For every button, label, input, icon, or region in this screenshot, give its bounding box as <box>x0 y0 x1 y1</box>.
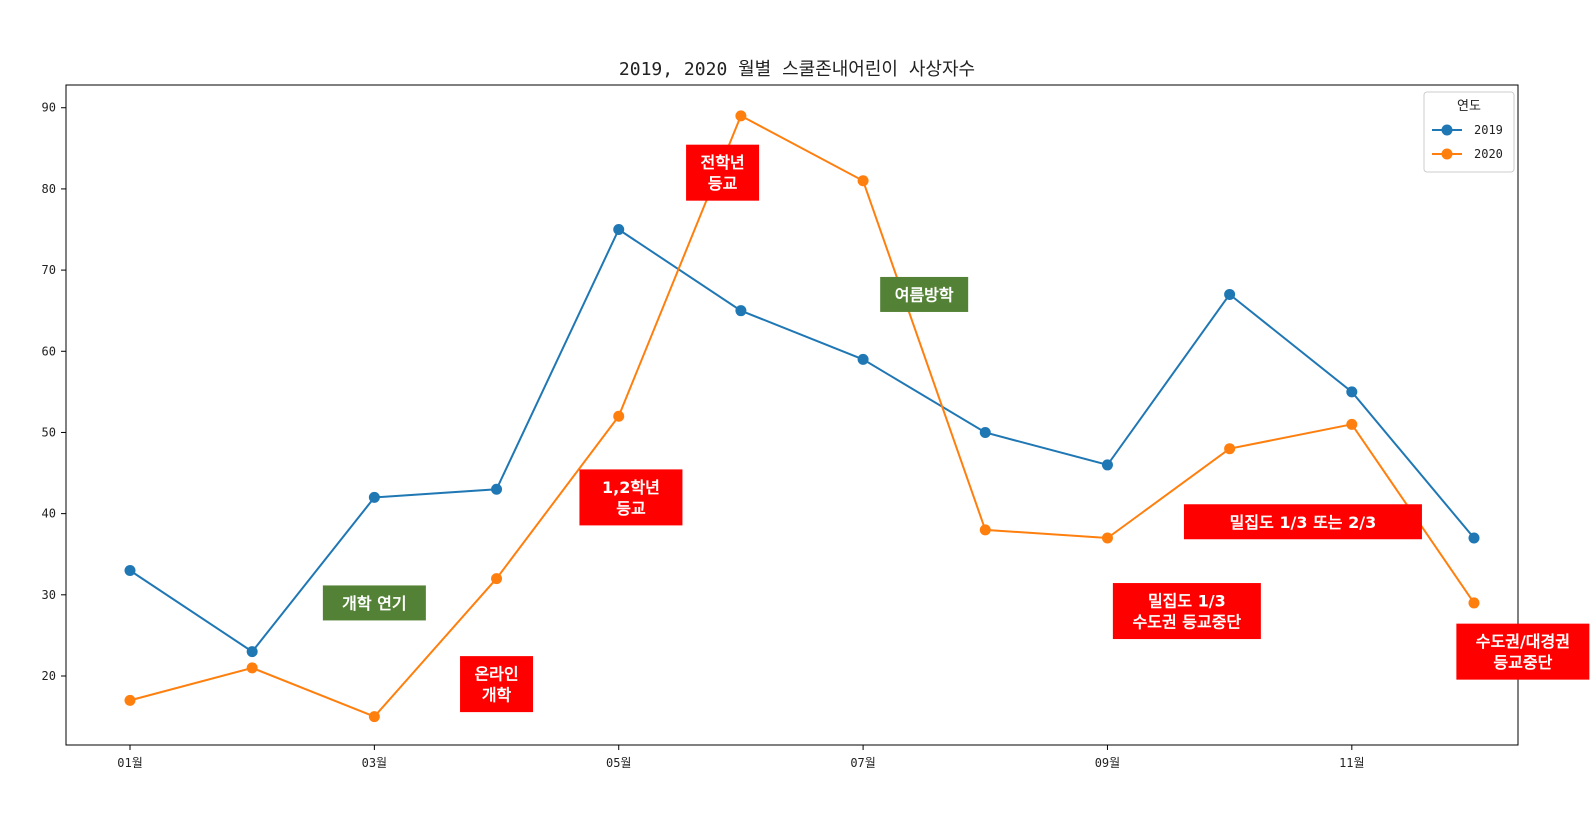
annotation-box: 밀집도 1/3 또는 2/3 <box>1183 504 1422 540</box>
legend-label: 2019 <box>1474 123 1503 137</box>
data-point-2020 <box>1101 532 1113 544</box>
data-point-2019 <box>1224 288 1236 300</box>
data-point-2020 <box>979 524 991 536</box>
legend: 연도 2019 2020 <box>1423 91 1515 173</box>
data-point-2019 <box>491 483 503 495</box>
data-point-2020 <box>1346 418 1358 430</box>
data-point-2020 <box>124 694 136 706</box>
data-point-2020 <box>857 175 869 187</box>
data-point-2020 <box>735 110 747 122</box>
annotation-label: 개학 연기 <box>342 594 406 613</box>
annotation-background <box>1183 504 1422 540</box>
data-point-2019 <box>979 426 991 438</box>
annotation-box: 개학 연기 <box>322 585 426 621</box>
annotation-background <box>880 276 969 312</box>
annotation-label: 1,2학년 <box>602 478 660 497</box>
data-point-2019 <box>857 353 869 365</box>
annotation-background <box>322 585 426 621</box>
y-tick-label: 60 <box>42 344 56 358</box>
annotation-label: 등교 <box>708 174 738 193</box>
annotation-label: 온라인 <box>474 665 518 684</box>
x-tick-label: 11월 <box>1339 756 1365 770</box>
data-point-2020 <box>1468 597 1480 609</box>
x-tick-label: 01월 <box>117 756 143 770</box>
data-point-2020 <box>1224 443 1236 455</box>
data-point-2020 <box>613 410 625 422</box>
data-point-2019 <box>735 305 747 317</box>
data-point-2019 <box>246 646 258 658</box>
annotation-box: 밀집도 1/3 수도권 등교중단 <box>1112 583 1261 640</box>
annotation-label: 등교중단 <box>1493 653 1552 672</box>
legend-swatch-marker <box>1441 124 1453 136</box>
data-point-2019 <box>1346 386 1358 398</box>
annotation-background <box>686 144 760 201</box>
y-tick-label: 20 <box>42 669 56 683</box>
annotation-label: 개학 <box>482 686 512 705</box>
annotation-label: 등교 <box>616 499 646 518</box>
legend-label: 2020 <box>1474 147 1503 161</box>
data-point-2019 <box>1468 532 1480 544</box>
x-tick-label: 07월 <box>850 756 876 770</box>
y-tick-label: 30 <box>42 588 56 602</box>
chart-title: 2019, 2020 월별 스쿨존내어린이 사상자수 <box>619 59 975 80</box>
plot-area-frame <box>65 84 1519 746</box>
data-point-2020 <box>246 662 258 674</box>
legend-swatch-marker <box>1441 148 1453 160</box>
annotation-label: 여름방학 <box>895 285 954 304</box>
x-tick-label: 09월 <box>1095 756 1121 770</box>
series-line-2020 <box>129 114 1475 718</box>
y-tick-label: 70 <box>42 263 56 277</box>
data-point-2020 <box>368 711 380 723</box>
data-point-2019 <box>613 224 625 236</box>
data-point-2019 <box>1101 459 1113 471</box>
annotation-label: 밀집도 1/3 <box>1148 592 1226 611</box>
annotation-label: 수도권 등교중단 <box>1133 613 1242 632</box>
x-tick-label: 05월 <box>606 756 632 770</box>
annotation-background <box>579 469 683 526</box>
x-tick-label: 03월 <box>362 756 388 770</box>
annotation-background <box>1456 623 1590 680</box>
data-point-2020 <box>491 573 503 585</box>
y-tick-label: 90 <box>42 101 56 115</box>
annotation-background <box>1112 583 1261 640</box>
data-point-2019 <box>124 564 136 576</box>
annotation-background <box>460 656 534 713</box>
annotation-box: 여름방학 <box>880 276 969 312</box>
data-point-2019 <box>368 491 380 503</box>
y-tick-label: 40 <box>42 507 56 521</box>
annotation-label: 수도권/대경권 <box>1476 632 1570 651</box>
y-tick-label: 80 <box>42 182 56 196</box>
legend-title: 연도 <box>1457 99 1481 114</box>
annotation-label: 전학년 <box>700 153 744 172</box>
annotation-label: 밀집도 1/3 또는 2/3 <box>1230 513 1377 532</box>
y-tick-label: 50 <box>42 425 56 439</box>
series-line-2019 <box>129 228 1475 653</box>
